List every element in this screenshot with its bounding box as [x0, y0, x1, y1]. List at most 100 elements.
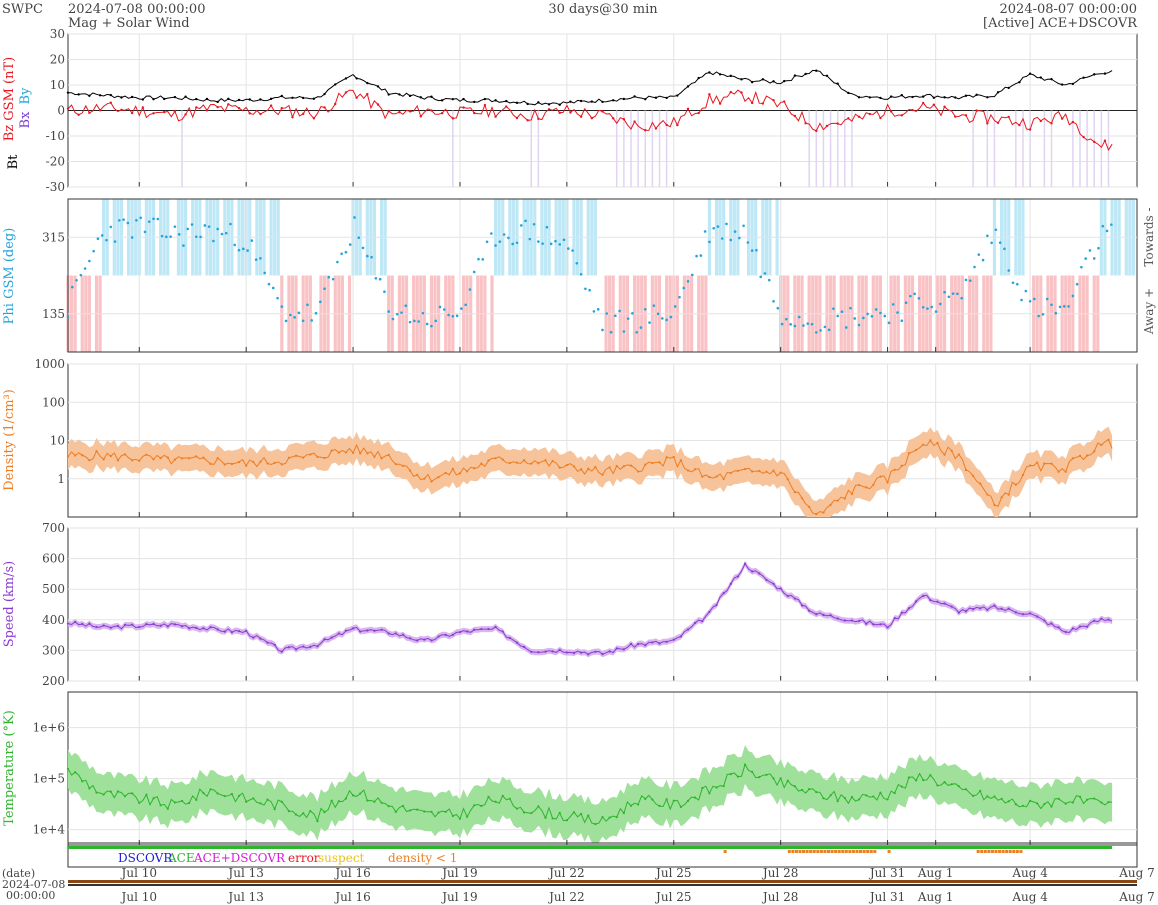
xaxis-bottom-label-6: Jul 28 — [761, 890, 798, 904]
temperature-point-32 — [180, 799, 184, 803]
bz-point-15 — [120, 108, 123, 112]
temperature-point-48 — [237, 794, 241, 797]
density-point-184 — [722, 477, 725, 481]
density-point-230 — [886, 481, 889, 484]
temperature-point-256 — [979, 789, 982, 792]
phi-point-46 — [263, 271, 266, 275]
speed-point-202 — [786, 594, 789, 598]
temperature-point-172 — [679, 805, 682, 809]
density-point-272 — [1036, 461, 1039, 464]
density-point-216 — [836, 499, 839, 502]
density-point-36 — [195, 455, 198, 458]
bz-point-180 — [708, 93, 711, 96]
phi-point-80 — [408, 320, 412, 324]
density-point-188 — [736, 469, 740, 472]
phi-point-206 — [947, 295, 951, 299]
phi-point-111 — [541, 242, 544, 245]
source-label: [Active] ACE+DSCOVR — [983, 16, 1138, 31]
phi-point-93 — [464, 303, 467, 307]
speed-point-200 — [779, 587, 782, 590]
bt-point-93 — [398, 93, 401, 96]
speed-point-290 — [1100, 617, 1103, 620]
temperature-point-114 — [473, 804, 476, 807]
bt-point-24 — [152, 98, 155, 101]
status-lowdens-mark-259 — [990, 850, 994, 853]
density-point-126 — [515, 461, 519, 464]
phi-point-74 — [383, 290, 386, 293]
bt-point-87 — [376, 85, 380, 88]
density-point-32 — [180, 457, 184, 460]
status-lowdens-mark-226 — [873, 850, 877, 853]
density-point-182 — [715, 475, 718, 478]
speed-point-22 — [145, 623, 148, 626]
bz-point-30 — [173, 110, 177, 113]
legend-suspect: suspect — [318, 851, 365, 865]
xaxis-top-label-4: Jul 22 — [547, 866, 584, 880]
temperature-point-262 — [1000, 797, 1003, 800]
bt-point-165 — [654, 96, 658, 99]
phi-point-7 — [96, 237, 100, 240]
temperature-point-284 — [1078, 795, 1082, 798]
density-point-76 — [337, 451, 340, 454]
phi-point-97 — [481, 258, 485, 261]
temperature-point-4 — [81, 780, 84, 783]
bt-point-153 — [611, 99, 615, 102]
speed-point-4 — [81, 622, 84, 626]
density-point-40 — [209, 462, 212, 466]
density-point-144 — [580, 468, 583, 471]
timeline-bar-bottom — [68, 884, 1137, 886]
phi-point-41 — [242, 247, 245, 251]
phi-point-232 — [1058, 305, 1062, 309]
bt-point-198 — [772, 80, 775, 83]
temperature-point-176 — [694, 796, 697, 799]
phi-point-117 — [566, 247, 570, 250]
phi-point-61 — [327, 275, 331, 279]
density-point-200 — [779, 471, 782, 474]
phi-point-135 — [643, 307, 647, 311]
phi-point-222 — [1015, 282, 1019, 286]
phi-point-86 — [434, 319, 438, 323]
speed-point-76 — [337, 632, 340, 635]
phi-point-120 — [579, 272, 583, 276]
density-point-252 — [964, 468, 968, 472]
phi-point-243 — [1105, 229, 1109, 233]
speed-point-184 — [722, 592, 725, 595]
bz-point-252 — [964, 114, 968, 117]
temperature-point-106 — [444, 810, 447, 813]
bt-point-69 — [312, 97, 316, 100]
temperature-point-100 — [423, 810, 426, 813]
speed-point-56 — [266, 641, 269, 644]
temperature-point-94 — [401, 804, 405, 807]
bt-point-114 — [473, 100, 476, 104]
density-point-48 — [237, 461, 241, 464]
speed-point-270 — [1029, 612, 1032, 615]
phi-point-100 — [494, 244, 497, 247]
phi-point-220 — [1007, 269, 1011, 272]
density-point-112 — [465, 470, 469, 473]
temperature-point-134 — [544, 816, 547, 819]
density-point-196 — [765, 470, 768, 473]
phi-point-204 — [939, 302, 942, 306]
phi-point-124 — [596, 308, 600, 311]
density-point-222 — [857, 483, 861, 487]
density-point-278 — [1057, 470, 1060, 473]
status-lowdens-mark-260 — [994, 850, 998, 853]
bt-point-285 — [1082, 76, 1085, 79]
phi-point-20 — [152, 217, 155, 221]
phi-point-179 — [832, 307, 835, 311]
speed-point-86 — [373, 629, 376, 632]
phi-point-43 — [250, 239, 254, 242]
temperature-point-108 — [451, 814, 454, 818]
phi-point-210 — [964, 278, 968, 282]
phi-point-126 — [605, 312, 609, 315]
phi-point-156 — [733, 230, 737, 233]
speed-point-94 — [401, 633, 405, 636]
density-point-186 — [729, 471, 732, 475]
status-lowdens-mark-222 — [859, 850, 863, 853]
density-point-124 — [508, 461, 511, 465]
density-ytick-3: 1 — [57, 472, 65, 486]
phi-point-141 — [669, 315, 673, 319]
bt-point-195 — [761, 78, 765, 81]
bt-point-237 — [911, 95, 914, 99]
bz-point-39 — [205, 109, 209, 112]
